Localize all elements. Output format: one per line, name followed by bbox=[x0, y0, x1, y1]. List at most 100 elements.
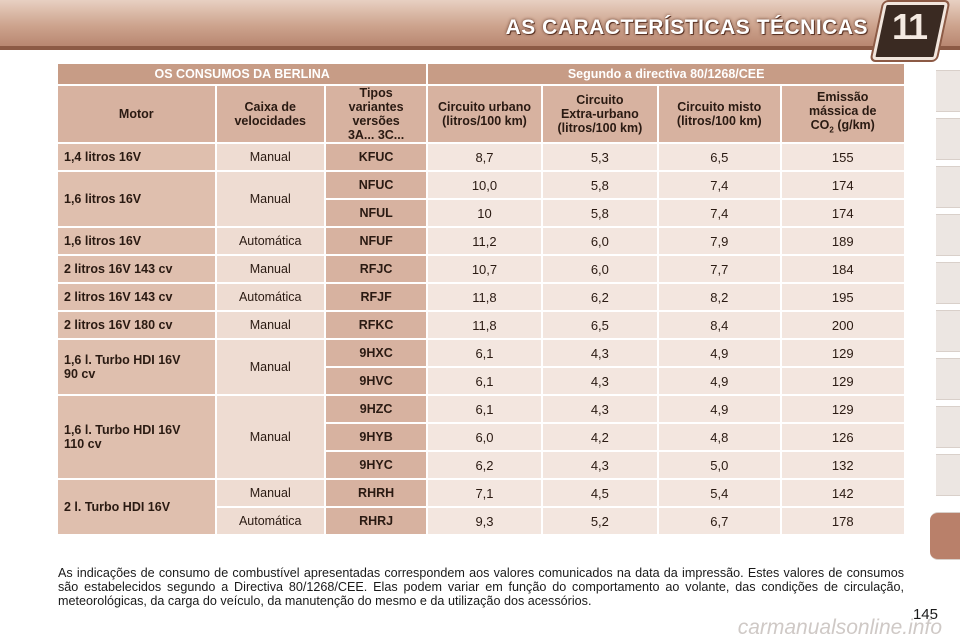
gearbox-cell: Automática bbox=[216, 508, 324, 534]
urban-cell: 6,0 bbox=[428, 424, 541, 450]
extra-urban-cell: 6,0 bbox=[542, 256, 658, 282]
extra-urban-cell: 5,8 bbox=[542, 172, 658, 198]
header-band bbox=[0, 0, 960, 46]
chapter-tab[interactable] bbox=[936, 406, 960, 448]
table-row: 9HYC 6,2 4,3 5,0 132 bbox=[58, 452, 904, 478]
mixed-cell: 7,9 bbox=[659, 228, 780, 254]
urban-cell: 11,8 bbox=[428, 312, 541, 338]
table-row: 9HVC 6,1 4,3 4,9 129 bbox=[58, 368, 904, 394]
variant-code-cell: 9HZC bbox=[325, 396, 427, 422]
chapter-tab[interactable] bbox=[936, 358, 960, 400]
co2-cell: 178 bbox=[781, 508, 904, 534]
table-row: 2 litros 16V 143 cv Manual RFJC 10,7 6,0… bbox=[58, 256, 904, 282]
urban-cell: 6,1 bbox=[428, 340, 541, 366]
urban-cell: 8,7 bbox=[428, 144, 541, 170]
mixed-cell: 6,5 bbox=[659, 144, 780, 170]
variant-code-cell: 9HYB bbox=[325, 424, 427, 450]
mixed-cell: 8,4 bbox=[659, 312, 780, 338]
chapter-tab-active[interactable] bbox=[930, 512, 960, 560]
chapter-tab[interactable] bbox=[936, 310, 960, 352]
mixed-cell: 4,9 bbox=[659, 340, 780, 366]
page-title: AS CARACTERÍSTICAS TÉCNICAS bbox=[505, 16, 868, 39]
mixed-cell: 7,4 bbox=[659, 172, 780, 198]
variant-code-cell: RHRH bbox=[325, 480, 427, 506]
co2-cell: 126 bbox=[781, 424, 904, 450]
chapter-number: 11 bbox=[891, 6, 928, 47]
co2-cell: 174 bbox=[781, 172, 904, 198]
table-row: NFUL 10 5,8 7,4 174 bbox=[58, 200, 904, 226]
mixed-cell: 7,7 bbox=[659, 256, 780, 282]
motor-cell: 2 litros 16V 180 cv bbox=[58, 312, 215, 338]
chapter-tab[interactable] bbox=[936, 166, 960, 208]
urban-cell: 10 bbox=[428, 200, 541, 226]
co2-cell: 129 bbox=[781, 396, 904, 422]
column-header: Emissão mássica de CO2 (g/km) bbox=[781, 86, 904, 142]
co2-cell: 142 bbox=[781, 480, 904, 506]
extra-urban-cell: 4,3 bbox=[542, 396, 658, 422]
column-header: Caixa de velocidades bbox=[216, 86, 324, 142]
gearbox-cell: Manual bbox=[216, 144, 324, 170]
consumption-table: OS CONSUMOS DA BERLINA Segundo a directi… bbox=[56, 62, 906, 536]
co2-cell: 132 bbox=[781, 452, 904, 478]
gearbox-cell: Manual bbox=[216, 340, 324, 394]
column-header: Circuito urbano (litros/100 km) bbox=[428, 86, 541, 142]
extra-urban-cell: 5,8 bbox=[542, 200, 658, 226]
co2-cell: 200 bbox=[781, 312, 904, 338]
variant-code-cell: 9HVC bbox=[325, 368, 427, 394]
co2-cell: 174 bbox=[781, 200, 904, 226]
variant-code-cell: NFUF bbox=[325, 228, 427, 254]
gearbox-cell: Automática bbox=[216, 284, 324, 310]
extra-urban-cell: 6,0 bbox=[542, 228, 658, 254]
column-header: Tipos variantes versões 3A... 3C... bbox=[325, 86, 427, 142]
table-row: 9HYB 6,0 4,2 4,8 126 bbox=[58, 424, 904, 450]
variant-code-cell: 9HXC bbox=[325, 340, 427, 366]
column-header: Circuito Extra-urbano (litros/100 km) bbox=[542, 86, 658, 142]
table-row: 1,6 litros 16V Manual NFUC 10,0 5,8 7,4 … bbox=[58, 172, 904, 226]
urban-cell: 9,3 bbox=[428, 508, 541, 534]
chapter-tabs bbox=[930, 70, 960, 590]
urban-cell: 10,7 bbox=[428, 256, 541, 282]
chapter-tab[interactable] bbox=[936, 262, 960, 304]
gearbox-cell: Manual bbox=[216, 172, 324, 226]
gearbox-cell: Manual bbox=[216, 312, 324, 338]
chapter-tab[interactable] bbox=[936, 70, 960, 112]
co2-cell: 129 bbox=[781, 368, 904, 394]
co2-cell: 155 bbox=[781, 144, 904, 170]
mixed-cell: 6,7 bbox=[659, 508, 780, 534]
co2-cell: 195 bbox=[781, 284, 904, 310]
variant-code-cell: 9HYC bbox=[325, 452, 427, 478]
mixed-cell: 7,4 bbox=[659, 200, 780, 226]
chapter-tab[interactable] bbox=[936, 118, 960, 160]
table-row: 2 litros 16V 180 cv Manual RFKC 11,8 6,5… bbox=[58, 312, 904, 338]
mixed-cell: 5,0 bbox=[659, 452, 780, 478]
footnote: As indicações de consumo de combustível … bbox=[58, 566, 904, 608]
mixed-cell: 4,8 bbox=[659, 424, 780, 450]
table-row: 1,6 litros 16V Automática NFUF 11,2 6,0 … bbox=[58, 228, 904, 254]
table-title-right: Segundo a directiva 80/1268/CEE bbox=[428, 64, 904, 84]
variant-code-cell: NFUL bbox=[325, 200, 427, 226]
motor-cell: 1,6 litros 16V bbox=[58, 172, 215, 226]
co2-cell: 189 bbox=[781, 228, 904, 254]
urban-cell: 11,8 bbox=[428, 284, 541, 310]
chapter-tab[interactable] bbox=[936, 454, 960, 496]
gearbox-cell: Automática bbox=[216, 228, 324, 254]
urban-cell: 11,2 bbox=[428, 228, 541, 254]
variant-code-cell: RFKC bbox=[325, 312, 427, 338]
gearbox-cell: Manual bbox=[216, 256, 324, 282]
table-row: 2 l. Turbo HDI 16V Manual RHRH 7,1 4,5 5… bbox=[58, 480, 904, 534]
motor-cell: 2 l. Turbo HDI 16V bbox=[58, 480, 215, 534]
table-row: Automática RHRJ 9,3 5,2 6,7 178 bbox=[58, 508, 904, 534]
motor-cell: 2 litros 16V 143 cv bbox=[58, 284, 215, 310]
extra-urban-cell: 4,2 bbox=[542, 424, 658, 450]
motor-cell: 1,4 litros 16V bbox=[58, 144, 215, 170]
table-title-left: OS CONSUMOS DA BERLINA bbox=[58, 64, 427, 84]
chapter-tab[interactable] bbox=[936, 214, 960, 256]
column-header: Motor bbox=[58, 86, 215, 142]
table-row: 1,6 l. Turbo HDI 16V 110 cv Manual 9HZC 6… bbox=[58, 396, 904, 478]
extra-urban-cell: 4,3 bbox=[542, 452, 658, 478]
motor-cell: 2 litros 16V 143 cv bbox=[58, 256, 215, 282]
table-row: 1,6 l. Turbo HDI 16V 90 cv Manual 9HXC 6,… bbox=[58, 340, 904, 394]
header-stripe bbox=[0, 46, 960, 50]
co2-cell: 184 bbox=[781, 256, 904, 282]
